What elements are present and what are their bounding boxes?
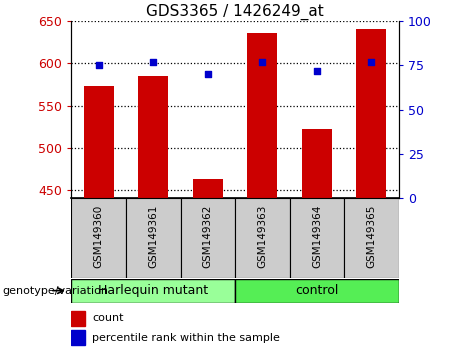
Point [95, 63, 102, 68]
Bar [71, 330, 85, 345]
Text: control: control [295, 284, 339, 297]
Bar [84, 86, 114, 198]
Point [368, 59, 375, 65]
Title: GDS3365 / 1426249_at: GDS3365 / 1426249_at [146, 4, 324, 20]
Text: percentile rank within the sample: percentile rank within the sample [92, 332, 280, 343]
Bar [302, 129, 332, 198]
Bar [181, 198, 235, 278]
Bar [235, 198, 290, 278]
Bar [126, 198, 181, 278]
Text: GSM149362: GSM149362 [203, 205, 213, 268]
Bar [138, 76, 168, 198]
Text: Harlequin mutant: Harlequin mutant [98, 284, 208, 297]
Text: genotype/variation: genotype/variation [2, 286, 108, 296]
Bar [356, 29, 386, 198]
Text: GSM149361: GSM149361 [148, 205, 158, 268]
Bar [71, 279, 235, 303]
Bar [290, 198, 344, 278]
Bar [193, 179, 223, 198]
Text: count: count [92, 313, 124, 323]
Bar [71, 311, 85, 326]
Point [259, 59, 266, 65]
Text: GSM149364: GSM149364 [312, 205, 322, 268]
Point [204, 72, 212, 77]
Text: GSM149365: GSM149365 [366, 205, 377, 268]
Bar [248, 33, 278, 198]
Bar [71, 198, 126, 278]
Bar [235, 279, 399, 303]
Point [313, 68, 321, 74]
Bar [344, 198, 399, 278]
Text: GSM149360: GSM149360 [94, 205, 104, 268]
Point [149, 59, 157, 65]
Text: GSM149363: GSM149363 [257, 205, 267, 268]
